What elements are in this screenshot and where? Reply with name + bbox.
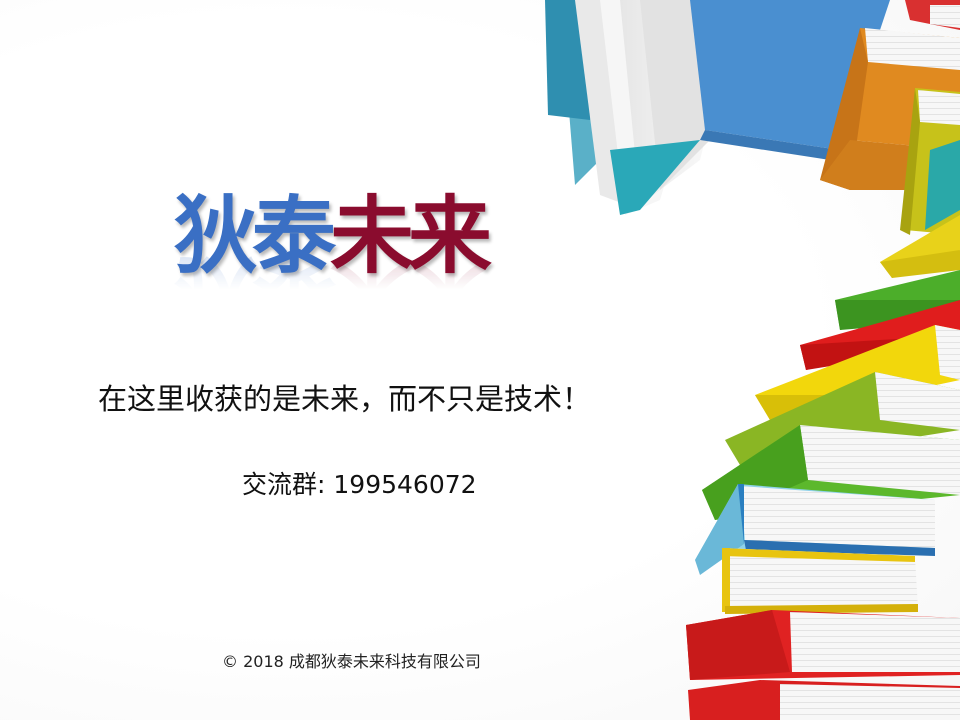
lightblue-book bbox=[695, 484, 935, 575]
title-reflection-blue: 狄泰 bbox=[174, 252, 331, 336]
yellow-book-3 bbox=[722, 548, 918, 614]
page-title: 狄泰未来 bbox=[174, 194, 492, 278]
title-reflection-red: 未来 bbox=[330, 252, 487, 336]
teal-book bbox=[925, 140, 960, 230]
yellow-book-1 bbox=[880, 215, 960, 278]
group-label: 交流群: bbox=[242, 470, 326, 499]
red-book-bottom bbox=[686, 610, 960, 680]
group-number: 199546072 bbox=[333, 470, 477, 499]
title-block: 狄泰未来 狄泰未来 bbox=[174, 194, 492, 336]
title-part-red: 未来 bbox=[330, 187, 492, 285]
group-info: 交流群: 199546072 bbox=[242, 465, 477, 501]
title-reflection: 狄泰未来 bbox=[174, 252, 486, 336]
slogan-text: 在这里收获的是未来，而不只是技术！ bbox=[98, 382, 592, 416]
red-book-top bbox=[905, 0, 960, 30]
red-book-base bbox=[688, 680, 960, 720]
title-part-blue: 狄泰 bbox=[174, 187, 336, 285]
copyright-footer: © 2018 成都狄泰未来科技有限公司 bbox=[222, 652, 481, 671]
